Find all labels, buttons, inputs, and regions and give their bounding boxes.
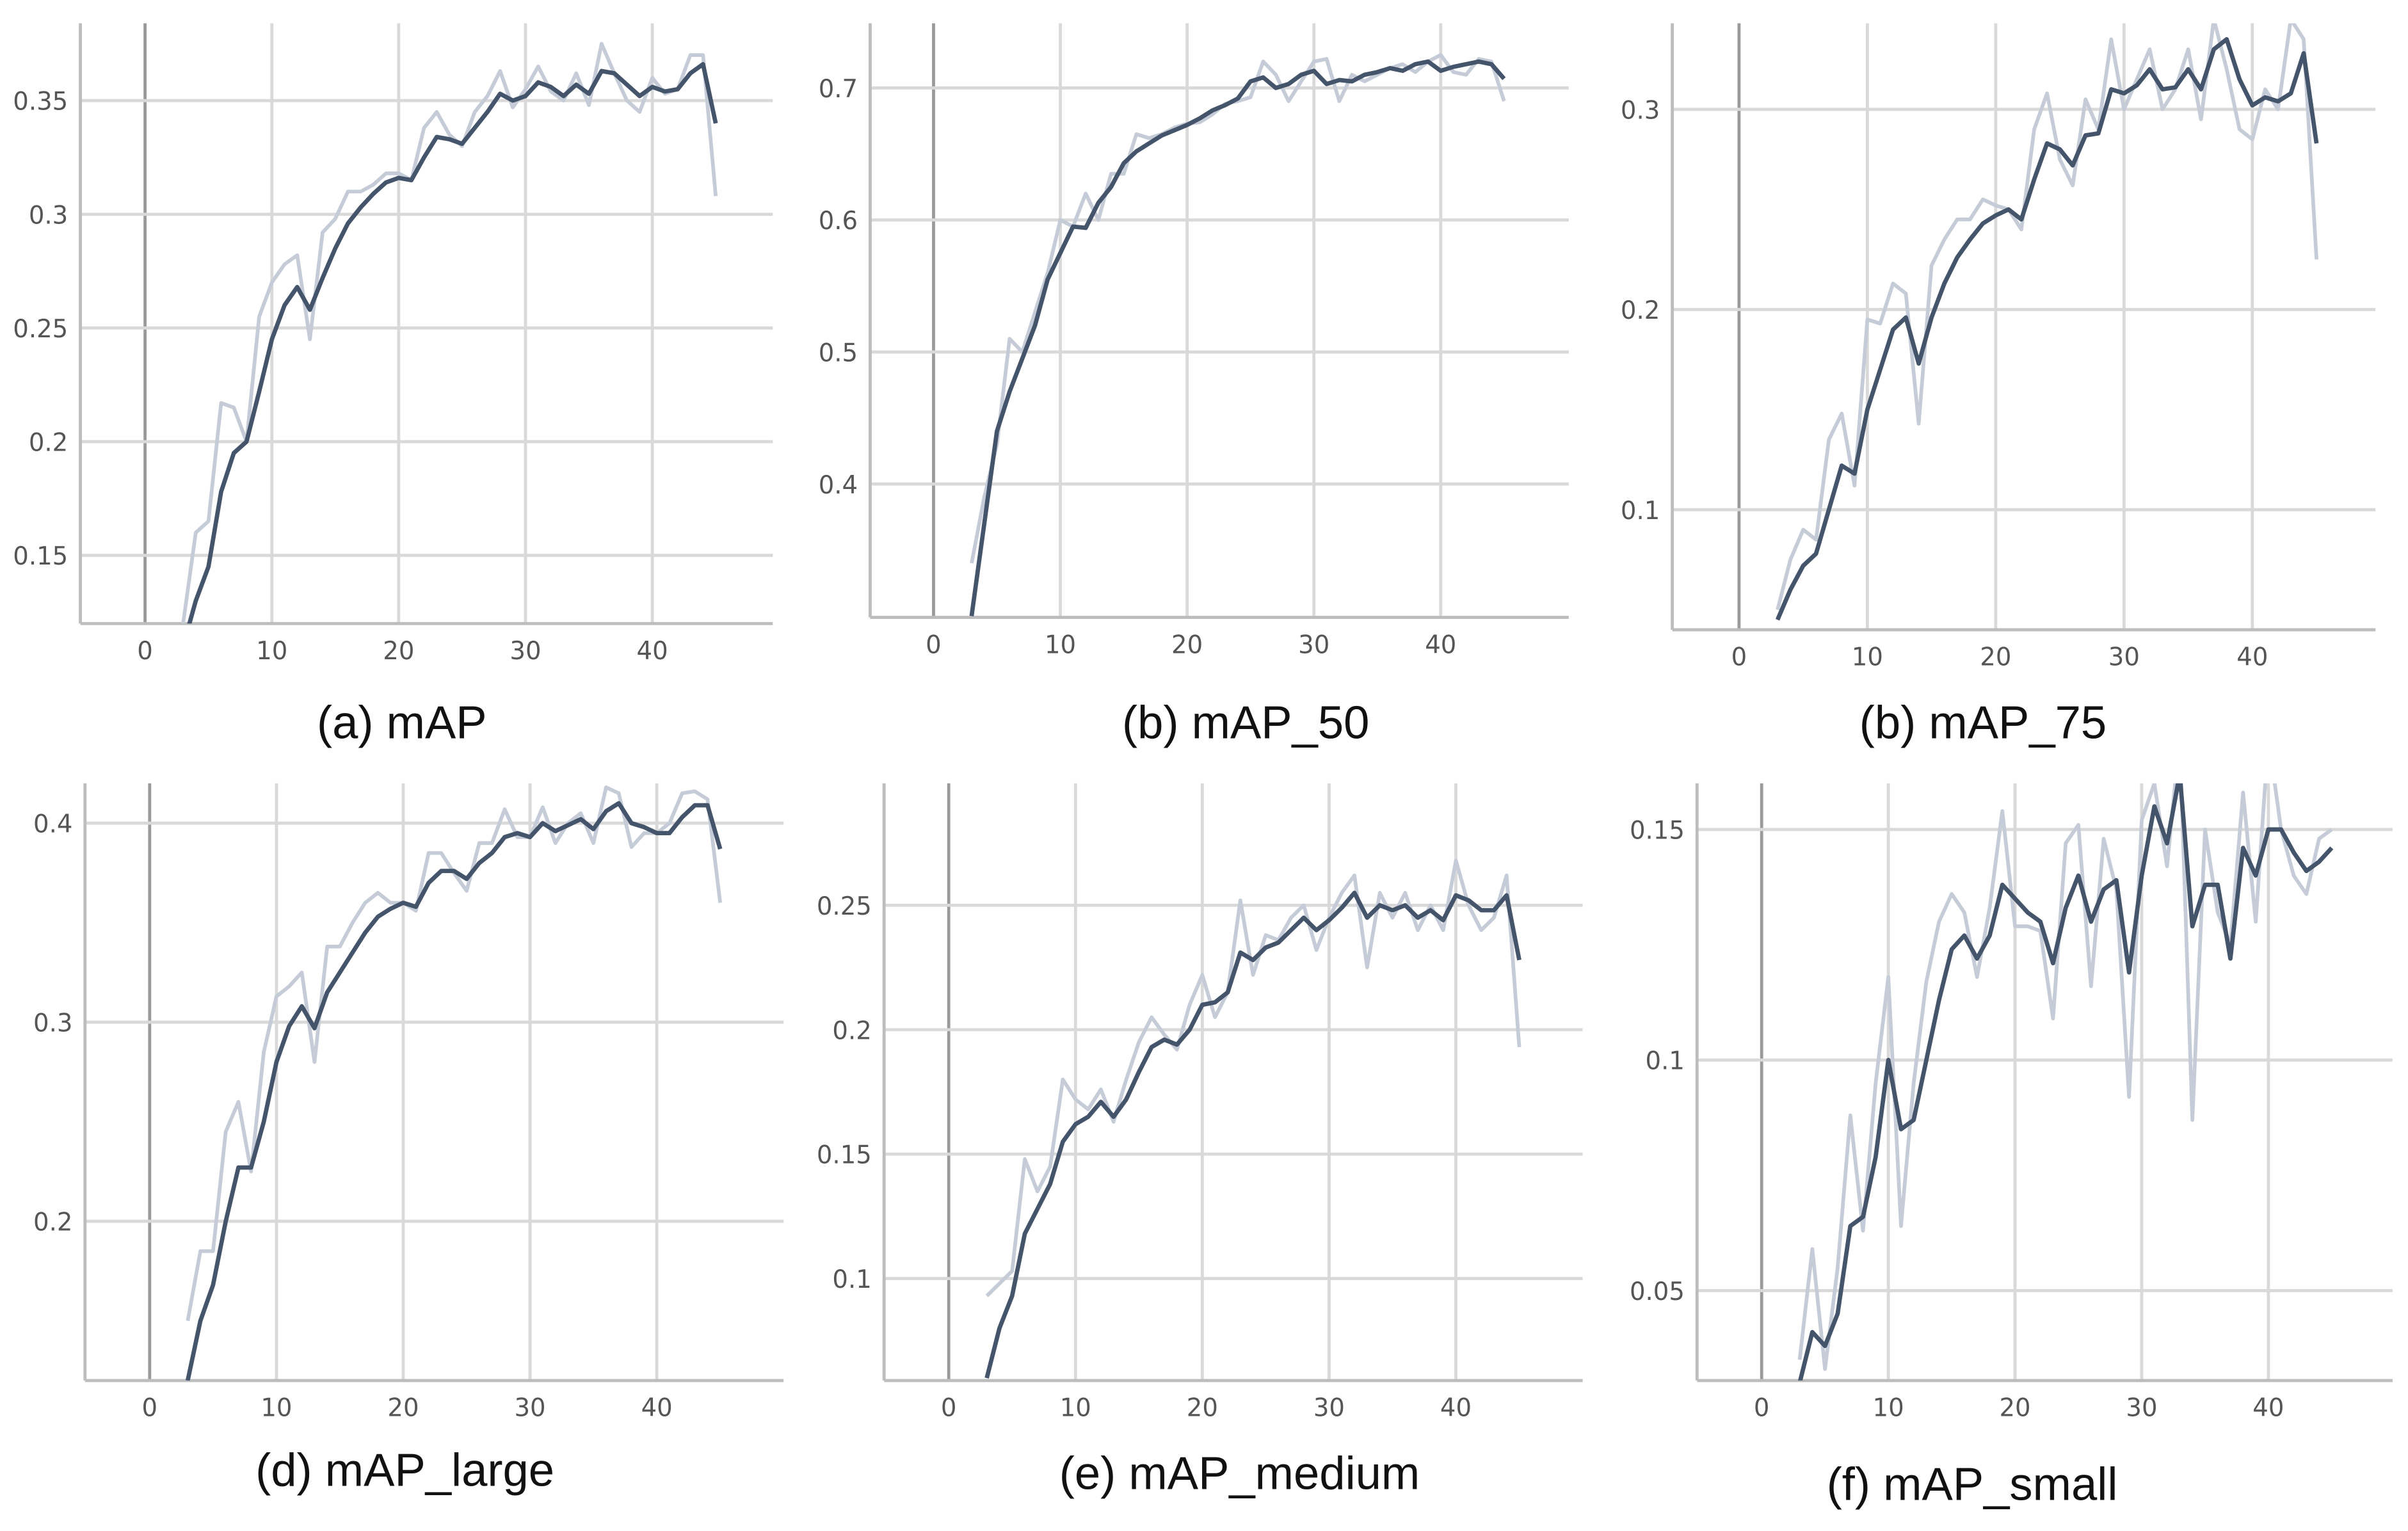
x-tick-label: 40 — [2252, 1394, 2284, 1423]
y-tick-label: 0.1 — [832, 1265, 871, 1294]
x-tick-label: 20 — [383, 637, 414, 666]
caption: (d) mAP_large — [255, 1445, 554, 1496]
series-line — [1775, 36, 2319, 621]
x-tick-label: 10 — [1045, 630, 1076, 659]
x-tick-label: 10 — [261, 1394, 292, 1423]
chart-panel: 0 10 20 30 40 0.4 0.5 0.6 0.7 (b) mAP_50 — [819, 23, 1569, 749]
x-tick-label: 10 — [1060, 1394, 1091, 1423]
y-tick-label: 0.15 — [817, 1141, 872, 1170]
y-tick-label: 0.3 — [33, 1009, 72, 1038]
x-tick-label: 30 — [510, 637, 541, 666]
y-tick-label: 0.4 — [819, 471, 858, 500]
y-tick-label: 0.25 — [13, 315, 68, 344]
y-tick-label: 0.1 — [1646, 1047, 1685, 1076]
y-tick-label: 0.6 — [819, 207, 858, 236]
series-line — [970, 52, 1506, 564]
x-tick-label: 30 — [1313, 1394, 1345, 1423]
x-tick-label: 40 — [1440, 1394, 1472, 1423]
chart-panel: 0 10 20 30 40 0.2 0.3 0.4 (d) mAP_large — [33, 783, 784, 1496]
y-tick-label: 0.7 — [819, 75, 858, 104]
y-tick-label: 0.3 — [29, 201, 68, 230]
x-tick-label: 20 — [1187, 1394, 1218, 1423]
y-tick-label: 0.2 — [29, 429, 68, 458]
x-tick-label: 10 — [1873, 1394, 1904, 1423]
y-tick-label: 0.2 — [1621, 296, 1660, 325]
series-line — [187, 61, 718, 624]
x-tick-label: 30 — [514, 1394, 545, 1423]
x-tick-label: 0 — [941, 1394, 957, 1423]
series-line — [1776, 23, 2318, 611]
caption: (f) mAP_small — [1827, 1458, 2118, 1510]
x-tick-label: 40 — [637, 637, 668, 666]
y-tick-label: 0.05 — [1630, 1278, 1685, 1306]
caption: (b) mAP_50 — [1122, 696, 1369, 748]
series-line — [181, 42, 718, 624]
x-tick-label: 0 — [926, 630, 942, 659]
y-tick-label: 0.15 — [1630, 816, 1685, 845]
chart-panel: 0 10 20 30 40 0.15 0.2 0.25 0.3 0.35 (a) mAP — [13, 23, 773, 749]
caption: (a) mAP — [317, 696, 487, 748]
series-line — [1797, 783, 2334, 1381]
x-tick-label: 20 — [1999, 1394, 2030, 1423]
x-tick-label: 0 — [1754, 1394, 1770, 1423]
x-tick-label: 20 — [1171, 630, 1203, 659]
x-tick-label: 10 — [1852, 643, 1883, 672]
chart-panel: 0 10 20 30 40 0.1 0.2 0.3 (b) mAP_75 — [1621, 23, 2376, 749]
y-tick-label: 0.3 — [1621, 96, 1660, 125]
series-line — [985, 858, 1521, 1297]
x-tick-label: 40 — [2236, 643, 2268, 672]
x-tick-label: 20 — [387, 1394, 419, 1423]
y-tick-label: 0.15 — [13, 542, 68, 571]
caption: (b) mAP_75 — [1859, 696, 2107, 748]
y-tick-label: 0.5 — [819, 339, 858, 367]
x-tick-label: 10 — [256, 637, 287, 666]
x-tick-label: 0 — [1731, 643, 1747, 672]
x-tick-label: 0 — [142, 1394, 158, 1423]
chart-panel: 0 10 20 30 40 0.05 0.1 0.15 (f) mAP_small — [1630, 783, 2393, 1511]
x-tick-label: 40 — [641, 1394, 673, 1423]
x-tick-label: 30 — [2126, 1394, 2157, 1423]
x-tick-label: 20 — [1980, 643, 2011, 672]
y-tick-label: 0.35 — [13, 88, 68, 116]
y-tick-label: 0.25 — [817, 892, 872, 921]
series-line — [185, 801, 723, 1381]
y-tick-label: 0.1 — [1621, 497, 1660, 525]
y-tick-label: 0.4 — [33, 810, 72, 839]
x-tick-label: 30 — [2108, 643, 2140, 672]
series-line — [984, 890, 1521, 1379]
series-line — [969, 59, 1506, 616]
x-tick-label: 0 — [137, 637, 153, 666]
caption: (e) mAP_medium — [1059, 1447, 1420, 1499]
y-tick-label: 0.2 — [33, 1208, 72, 1237]
x-tick-label: 40 — [1425, 630, 1456, 659]
chart-panel: 0 10 20 30 40 0.1 0.15 0.2 0.25 (e) mAP_medium — [817, 783, 1583, 1500]
series-line — [186, 785, 723, 1322]
x-tick-label: 30 — [1298, 630, 1329, 659]
series-line — [1797, 783, 2333, 1371]
y-tick-label: 0.2 — [832, 1016, 871, 1045]
